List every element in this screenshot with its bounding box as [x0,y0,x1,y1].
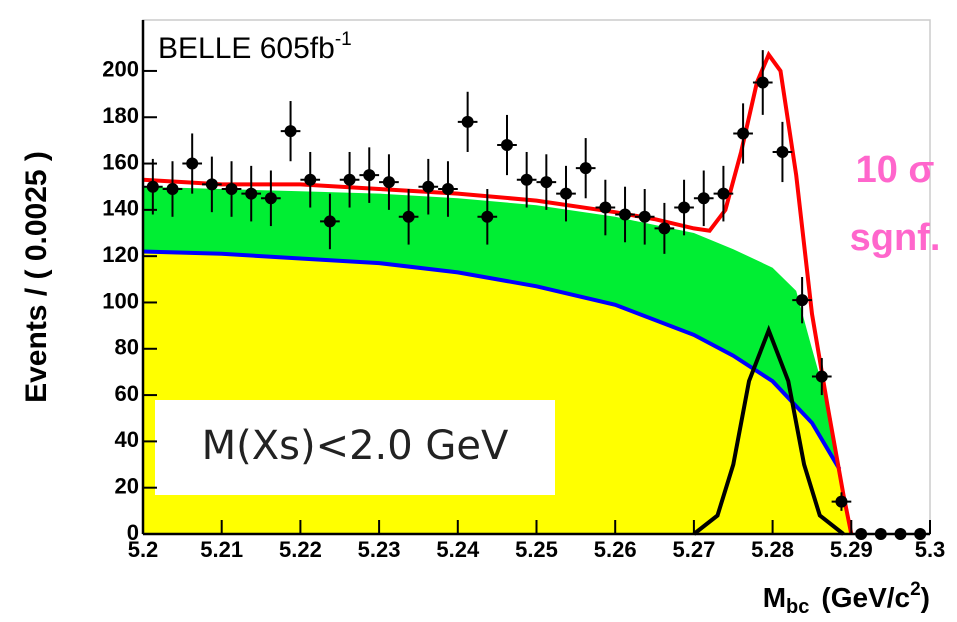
curve [692,324,845,536]
data-point [284,125,297,138]
data-point [461,115,474,128]
data-point [264,192,277,205]
data-point [382,176,395,189]
data-point [776,145,789,158]
curve [142,50,854,535]
data-point [343,173,356,186]
y-tick-label: 20 [115,474,139,499]
data-point [422,180,435,193]
x-tick-label: 5.23 [358,537,401,562]
data-point [599,201,612,214]
significance-line2: sgnf. [850,217,941,259]
data-point [560,187,573,200]
x-tick-label: 5.29 [830,537,873,562]
data-point [500,139,513,152]
data-point [363,169,376,182]
data-point [225,183,238,196]
y-tick-label: 40 [115,427,139,452]
selection-box [155,400,555,495]
data-point [540,176,553,189]
y-tick-label: 60 [115,381,139,406]
y-tick-label: 140 [102,196,139,221]
y-tick-label: 120 [102,242,139,267]
x-tick-label: 5.26 [594,537,637,562]
y-tick-label: 80 [115,335,139,360]
x-label-superscript: 2 [910,579,921,600]
experiment-label: BELLE 605fb-1 [158,29,352,65]
curve [142,249,842,471]
data-point [520,173,533,186]
data-point [166,183,179,196]
significance-line1: 10 σ [856,149,935,191]
x-tick-label: 5.2 [128,537,159,562]
experiment-superscript: -1 [335,29,352,50]
x-tick-label: 5.25 [515,537,558,562]
x-tick-label: 5.21 [200,537,243,562]
data-point [323,215,336,228]
data-point [245,187,258,200]
x-label-unit: (GeV/c [821,582,910,613]
data-point [205,178,218,191]
data-point [441,183,454,196]
x-label-symbol: M [763,582,786,613]
data-point [658,222,671,235]
data-point [796,294,809,307]
data-point [481,210,494,223]
y-tick-label: 100 [102,288,139,313]
y-tick-label: 160 [102,149,139,174]
data-point [619,208,632,221]
y-tick-label: 180 [102,103,139,128]
x-axis-label: Mbc (GeV/c2) [763,579,930,618]
data-point [737,127,750,140]
experiment-text: BELLE 605fb [158,32,335,65]
y-axis-label: Events / ( 0.0025 ) [20,151,53,403]
data-point [835,495,848,508]
data-point [815,370,828,383]
x-tick-label: 5.3 [915,537,946,562]
y-tick-label: 200 [102,57,139,82]
data-point [304,173,317,186]
data-point [717,187,730,200]
y-tick-label: 0 [127,520,139,545]
data-point [697,192,710,205]
x-label-close: ) [921,582,930,613]
x-tick-label: 5.22 [279,537,322,562]
data-point [756,76,769,89]
selection-label: M(Xs)<2.0 GeV [202,423,509,469]
x-tick-label: 5.24 [436,537,480,562]
data-point [186,157,199,170]
data-point [579,162,592,175]
data-point [678,201,691,214]
x-tick-label: 5.27 [672,537,715,562]
data-point [638,210,651,223]
data-point [402,210,415,223]
x-label-subscript: bc [786,596,809,618]
data-point [146,180,159,193]
x-tick-label: 5.28 [751,537,794,562]
